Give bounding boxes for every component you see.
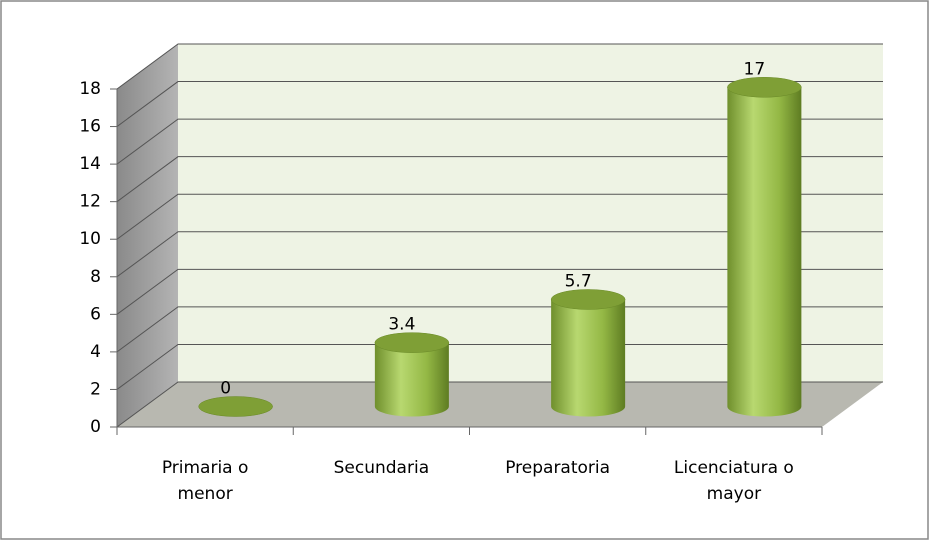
grid-line (116, 343, 883, 390)
floor (117, 382, 883, 427)
grid-line (116, 81, 883, 127)
y-tick-label: 10 (79, 229, 101, 249)
data-label: 17 (744, 59, 766, 79)
grid-line (116, 268, 883, 315)
grid-line (116, 306, 883, 353)
bar-top (198, 396, 273, 417)
grid-line (116, 156, 883, 203)
y-tick-label: 12 (79, 192, 101, 212)
y-tick-label: 16 (79, 117, 101, 137)
side-wall (117, 44, 178, 427)
x-tick-label: Primaria o menor (161, 458, 249, 504)
x-tick-label: Secundaria (333, 458, 430, 478)
y-tick-label: 0 (90, 417, 101, 437)
x-tick-label: Preparatoria (505, 458, 611, 478)
grid-line (116, 43, 883, 90)
grid-line (116, 193, 883, 240)
data-label: 5.7 (565, 271, 592, 291)
grid-line (116, 381, 883, 428)
data-label: 0 (220, 379, 231, 399)
bar-top (727, 77, 802, 98)
y-tick-label: 2 (90, 379, 101, 399)
bar-top (374, 332, 450, 353)
bar-top (550, 289, 626, 310)
y-tick-label: 14 (79, 154, 101, 174)
bar-body (374, 342, 449, 417)
y-tick-label: 6 (90, 304, 101, 324)
x-tick-label: Licenciatura o mayor (673, 458, 794, 504)
bar-body (551, 299, 626, 417)
y-tick-label: 18 (79, 79, 101, 99)
back-wall (178, 44, 883, 382)
bar (727, 77, 802, 417)
bar-body (727, 87, 802, 417)
grid-line (116, 118, 883, 165)
y-tick-label: 8 (90, 267, 101, 287)
data-label: 3.4 (388, 315, 415, 335)
y-tick-label: 4 (90, 342, 101, 362)
bar (550, 289, 626, 417)
grid-line (116, 231, 883, 278)
bar (198, 396, 273, 417)
bar (374, 332, 450, 417)
